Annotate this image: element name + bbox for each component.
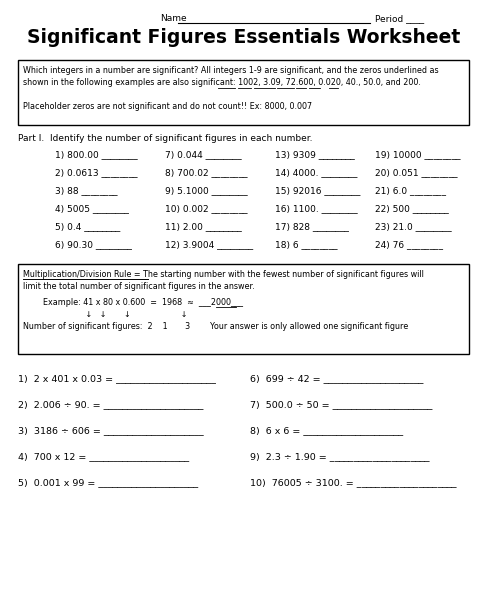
Text: 10)  76005 ÷ 3100. = _____________________: 10) 76005 ÷ 3100. = ____________________… (250, 478, 456, 487)
Text: 10) 0.002 ________: 10) 0.002 ________ (165, 204, 247, 213)
Text: 22) 500 ________: 22) 500 ________ (375, 204, 449, 213)
Text: limit the total number of significant figures in the answer.: limit the total number of significant fi… (23, 282, 255, 291)
Text: 6)  699 ÷ 42 = _____________________: 6) 699 ÷ 42 = _____________________ (250, 374, 423, 383)
Text: 7)  500.0 ÷ 50 = _____________________: 7) 500.0 ÷ 50 = _____________________ (250, 400, 432, 409)
Text: 24) 76 ________: 24) 76 ________ (375, 240, 443, 249)
Text: 2)  2.006 ÷ 90. = _____________________: 2) 2.006 ÷ 90. = _____________________ (18, 400, 204, 409)
Text: Which integers in a number are significant? All integers 1-9 are significant, an: Which integers in a number are significa… (23, 66, 439, 75)
Text: 19) 10000 ________: 19) 10000 ________ (375, 150, 461, 159)
Text: 23) 21.0 ________: 23) 21.0 ________ (375, 222, 451, 231)
Text: 9)  2.3 ÷ 1.90 = _____________________: 9) 2.3 ÷ 1.90 = _____________________ (250, 452, 430, 461)
Text: 14) 4000. ________: 14) 4000. ________ (275, 168, 357, 177)
Text: Multiplication/Division Rule = The starting number with the fewest number of sig: Multiplication/Division Rule = The start… (23, 270, 424, 279)
Text: Number of significant figures:  2    1       3        Your answer is only allowe: Number of significant figures: 2 1 3 You… (23, 322, 408, 331)
Bar (18, 264, 469, 354)
Text: 3)  3186 ÷ 606 = _____________________: 3) 3186 ÷ 606 = _____________________ (18, 426, 204, 435)
Text: shown in the following examples are also significant: 1002, 3.09, 72.600, 0.020,: shown in the following examples are also… (23, 78, 421, 87)
Text: Example: 41 x 80 x 0.600  =  1968  ≈  ___2000___: Example: 41 x 80 x 0.600 = 1968 ≈ ___200… (23, 298, 243, 307)
Text: Part I.  Identify the number of significant figures in each number.: Part I. Identify the number of significa… (18, 134, 313, 143)
Text: 4)  700 x 12 = _____________________: 4) 700 x 12 = _____________________ (18, 452, 189, 461)
Bar (18, 60, 469, 125)
Text: 21) 6.0 ________: 21) 6.0 ________ (375, 186, 446, 195)
Text: 13) 9309 ________: 13) 9309 ________ (275, 150, 355, 159)
Text: 7) 0.044 ________: 7) 0.044 ________ (165, 150, 242, 159)
Text: 16) 1100. ________: 16) 1100. ________ (275, 204, 357, 213)
Text: 3) 88 ________: 3) 88 ________ (55, 186, 117, 195)
Text: 18) 6 ________: 18) 6 ________ (275, 240, 337, 249)
Text: 15) 92016 ________: 15) 92016 ________ (275, 186, 360, 195)
Text: Placeholder zeros are not significant and do not count!! Ex: 8000, 0.007: Placeholder zeros are not significant an… (23, 102, 312, 111)
Text: 11) 2.00 ________: 11) 2.00 ________ (165, 222, 242, 231)
Text: Name: Name (160, 14, 187, 23)
Text: 5) 0.4 ________: 5) 0.4 ________ (55, 222, 120, 231)
Text: Significant Figures Essentials Worksheet: Significant Figures Essentials Worksheet (27, 28, 460, 47)
Text: 1)  2 x 401 x 0.03 = _____________________: 1) 2 x 401 x 0.03 = ____________________… (18, 374, 216, 383)
Text: 9) 5.1000 ________: 9) 5.1000 ________ (165, 186, 247, 195)
Text: 12) 3.9004 ________: 12) 3.9004 ________ (165, 240, 253, 249)
Text: 2) 0.0613 ________: 2) 0.0613 ________ (55, 168, 137, 177)
Text: 4) 5005 ________: 4) 5005 ________ (55, 204, 129, 213)
Text: 5)  0.001 x 99 = _____________________: 5) 0.001 x 99 = _____________________ (18, 478, 198, 487)
Text: 6) 90.30 ________: 6) 90.30 ________ (55, 240, 132, 249)
Text: 1) 800.00 ________: 1) 800.00 ________ (55, 150, 138, 159)
Text: 8)  6 x 6 = _____________________: 8) 6 x 6 = _____________________ (250, 426, 403, 435)
Text: 17) 828 ________: 17) 828 ________ (275, 222, 349, 231)
Text: 8) 700.02 ________: 8) 700.02 ________ (165, 168, 247, 177)
Text: ↓   ↓       ↓                    ↓: ↓ ↓ ↓ ↓ (23, 310, 187, 319)
Text: Period ____: Period ____ (375, 14, 424, 23)
Text: 20) 0.051 ________: 20) 0.051 ________ (375, 168, 457, 177)
